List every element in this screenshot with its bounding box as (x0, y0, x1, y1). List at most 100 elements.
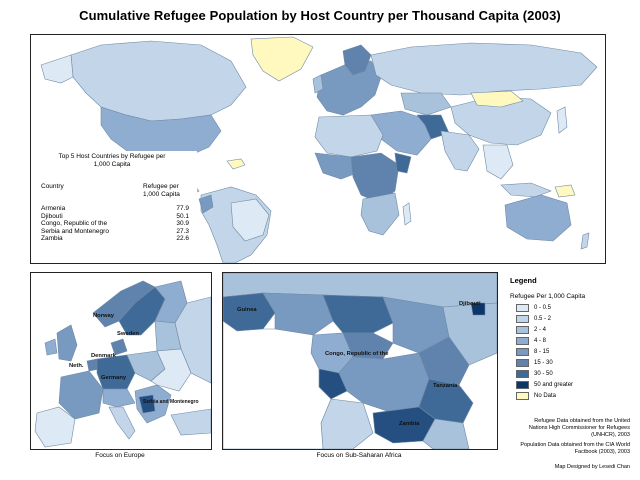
country-cell: Armenia (41, 205, 66, 212)
table-row: Serbia and Montenegro 27.3 (41, 228, 191, 236)
legend-swatch (516, 337, 529, 345)
australia-region (504, 194, 572, 242)
world-map-panel: Top 5 Host Countries by Refugee per 1,00… (30, 34, 606, 264)
italy-shape (108, 406, 136, 440)
source-population: Population Data obtained from the CIA Wo… (520, 442, 630, 455)
kazakhstan-region (400, 92, 452, 116)
japan-region (556, 106, 568, 134)
value-cell: 77.9 (176, 205, 189, 212)
greenland-region (250, 36, 314, 82)
legend-item: 4 - 8 (516, 337, 636, 346)
legend-swatch (516, 370, 529, 378)
serbia-shape (138, 394, 156, 414)
legend-swatch (516, 304, 529, 312)
east-africa-shape (418, 336, 470, 386)
legend-swatch (516, 315, 529, 323)
legend-title: Legend (510, 276, 537, 285)
table-row: Djibouti 50.1 (41, 213, 191, 221)
table-row: Zambia 22.6 (41, 235, 191, 243)
value-cell: 50.1 (176, 212, 189, 220)
legend-swatch (516, 348, 529, 356)
value-cell: 30.9 (176, 220, 189, 228)
legend-swatch (516, 392, 529, 400)
djibouti-shape (470, 302, 486, 316)
southern-africa-region (360, 192, 400, 236)
country-cell: Serbia and Montenegro (41, 227, 109, 235)
usa-region (100, 106, 222, 160)
tanzania-label: Tanzania (433, 383, 458, 389)
value-cell: 22.6 (176, 235, 189, 243)
alps-shape (102, 388, 136, 408)
legend-item: 0 - 0.5 (516, 304, 636, 313)
scandinavia-region (342, 44, 372, 76)
legend-label: 30 - 50 (534, 371, 553, 377)
africa-map: Guinea Djibouti Congo, Republic of the T… (223, 273, 497, 449)
alaska-region (40, 54, 74, 84)
legend-label: No Data (534, 393, 557, 399)
top-five-col-value: Refugee per 1,000 Capita (143, 183, 180, 198)
legend-label: 8 - 15 (534, 349, 550, 355)
horn-shape (442, 302, 497, 366)
value-cell: 27.3 (176, 227, 189, 235)
legend-item: 30 - 50 (516, 370, 636, 379)
legend-item: 2 - 4 (516, 326, 636, 335)
iberia-shape (34, 406, 76, 448)
africa-map-panel: Guinea Djibouti Congo, Republic of the T… (222, 272, 498, 450)
europe-map: Norway Sweden Denmark Neth. Germany Serb… (34, 280, 211, 448)
legend-item: 0.5 - 2 (516, 315, 636, 324)
sweden-label: Sweden (117, 331, 139, 337)
middle-east-region (370, 110, 432, 156)
legend-label: 2 - 4 (534, 327, 547, 333)
europe-caption: Focus on Europe (95, 452, 145, 459)
uk-shape (56, 324, 78, 362)
ocean-shape (223, 320, 332, 449)
guinea-label: Guinea (237, 307, 257, 313)
chad-shape (322, 294, 394, 334)
djibouti-label: Djibouti (459, 301, 481, 307)
legend-label: 50 and greater (534, 382, 574, 388)
ecuador-region (198, 194, 214, 214)
russia-region (370, 42, 598, 96)
india-region (440, 130, 480, 172)
source-refugee: Refugee Data obtained from the United Na… (528, 418, 630, 438)
mongolia-region (470, 90, 524, 108)
legend-swatch (516, 381, 529, 389)
new-zealand-region (580, 232, 590, 250)
top-five-box: Top 5 Host Countries by Refugee per 1,00… (37, 151, 197, 261)
top-five-table: Armenia 77.9 Djibouti 50.1 Congo, Republic… (41, 205, 191, 243)
legend-label: 0.5 - 2 (534, 316, 552, 322)
country-cell: Zambia (41, 235, 63, 243)
angola-shape (320, 398, 374, 449)
indonesia-region (500, 182, 552, 198)
germany-label: Germany (101, 375, 127, 381)
png-region (554, 184, 576, 198)
caribbean-region (226, 158, 246, 170)
canada-region (70, 40, 247, 122)
serbia-label: Serbia and Montenegro (143, 399, 199, 405)
turkey-shape (170, 408, 211, 436)
ukraine-belarus-shape (150, 348, 192, 392)
top-five-heading: Top 5 Host Countries by Refugee per 1,00… (58, 153, 166, 168)
legend-label: 4 - 8 (534, 338, 547, 344)
horn-africa-region (394, 152, 412, 174)
uk-region (312, 74, 324, 94)
denmark-shape (110, 338, 128, 356)
legend-item: No Data (516, 392, 636, 401)
legend: Legend Refugee Per 1,000 Capita 0 - 0.5 … (510, 276, 634, 476)
france-shape (58, 370, 104, 420)
congo-label: Congo, Republic of the (325, 351, 389, 357)
legend-items: 0 - 0.5 0.5 - 2 2 - 4 4 - 8 8 - 15 15 - … (516, 304, 634, 414)
designer-credit: Map Designed by Lesedi Chan (554, 464, 630, 470)
ireland-shape (44, 338, 58, 356)
country-cell: Djibouti (41, 212, 63, 220)
southeast-asia-region (482, 144, 514, 180)
norway-label: Norway (93, 313, 115, 319)
country-cell: Congo, Republic of the (41, 220, 108, 228)
europe-map-panel: Norway Sweden Denmark Neth. Germany Serb… (30, 272, 212, 450)
brazil-region (230, 198, 270, 242)
world-map (40, 36, 598, 263)
denmark-label: Denmark (91, 353, 117, 359)
west-africa-region (314, 152, 358, 180)
iran-region (416, 114, 450, 140)
madagascar-region (402, 202, 412, 226)
